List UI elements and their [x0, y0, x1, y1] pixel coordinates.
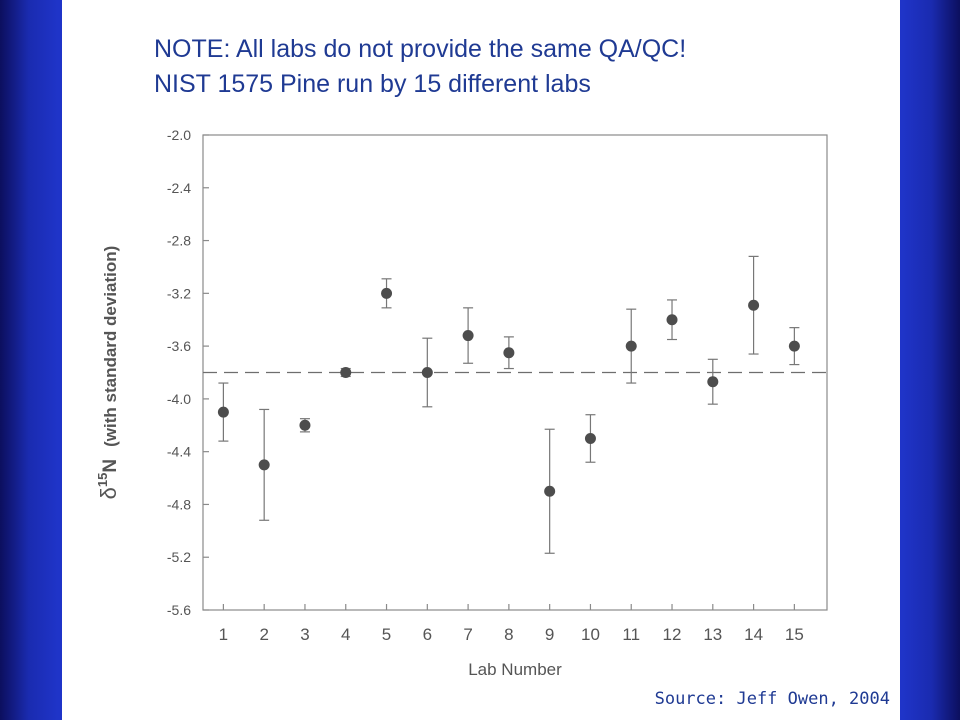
- data-point: [707, 376, 719, 388]
- x-tick-label: 7: [463, 625, 472, 644]
- data-point: [258, 459, 270, 471]
- x-tick-label: 1: [219, 625, 228, 644]
- error-bars: [218, 255, 800, 554]
- y-tick-label: -4.8: [167, 496, 191, 512]
- data-point: [421, 367, 433, 378]
- data-point: [340, 367, 352, 378]
- y-tick-label: -4.0: [167, 391, 191, 407]
- data-point: [748, 299, 760, 311]
- slide-title-line-1: NOTE: All labs do not provide the same Q…: [154, 35, 687, 63]
- slide-panel: [62, 0, 900, 720]
- slide-title: NOTE: All labs do not provide the same Q…: [154, 32, 686, 102]
- source-credit: Source: Jeff Owen, 2004: [654, 689, 890, 709]
- data-points: [217, 287, 800, 497]
- x-tick-label: 9: [545, 625, 554, 644]
- x-tick-label: 5: [382, 625, 391, 644]
- slide-title-line-2: NIST 1575 Pine run by 15 different labs: [154, 70, 591, 98]
- lab-comparison-chart: -2.0 -2.4 -2.8 -3.2 -3.6 -4.0 -4.4 -4.8 -5.2 -5.6…: [95, 127, 828, 679]
- y-tick-label: -5.6: [167, 602, 191, 618]
- data-point: [666, 314, 678, 326]
- x-tick-label: 13: [703, 625, 722, 644]
- x-tick-label: 15: [785, 625, 804, 644]
- y-axis-label-isotope: 15: [95, 473, 110, 487]
- x-tick-label: 8: [504, 625, 513, 644]
- y-tick-label: -3.2: [167, 285, 191, 301]
- y-tick-label: -2.4: [167, 180, 191, 196]
- y-tick-label: -5.2: [167, 549, 191, 565]
- x-tick-label: 3: [300, 625, 309, 644]
- x-tick-label: 6: [423, 625, 432, 644]
- chart-root: -2.0 -2.4 -2.8 -3.2 -3.6 -4.0 -4.4 -4.8 -5.2 -5.6…: [95, 127, 828, 679]
- data-point: [544, 485, 556, 497]
- y-axis-label-element: N: [100, 459, 121, 473]
- data-point: [462, 330, 474, 342]
- data-point: [381, 287, 393, 299]
- y-tick-label: -2.8: [167, 233, 191, 249]
- data-point: [788, 340, 800, 352]
- y-tick-label: -3.6: [167, 338, 191, 354]
- data-point: [503, 347, 515, 359]
- y-axis: -2.0 -2.4 -2.8 -3.2 -3.6 -4.0 -4.4 -4.8 -5.2 -5.6: [167, 127, 209, 618]
- x-axis-label: Lab Number: [468, 660, 562, 679]
- x-tick-label: 12: [663, 625, 682, 644]
- y-tick-label: -2.0: [167, 127, 191, 143]
- y-axis-label-delta: δ: [96, 487, 121, 499]
- data-point: [625, 340, 637, 352]
- x-tick-label: 4: [341, 625, 350, 644]
- y-tick-label: -4.4: [167, 444, 191, 460]
- data-point: [584, 432, 596, 444]
- y-axis-label-suffix: (with standard deviation): [101, 246, 120, 447]
- y-axis-label: δ15N (with standard deviation): [95, 246, 121, 500]
- data-point: [217, 406, 229, 418]
- data-point: [299, 419, 311, 431]
- x-axis: 1 2 3 4 5 6 7 8 9 10 11 12 13 14 15: [219, 604, 804, 644]
- x-tick-label: 10: [581, 625, 600, 644]
- x-tick-label: 2: [259, 625, 268, 644]
- x-tick-label: 11: [622, 625, 640, 644]
- x-tick-label: 14: [744, 625, 763, 644]
